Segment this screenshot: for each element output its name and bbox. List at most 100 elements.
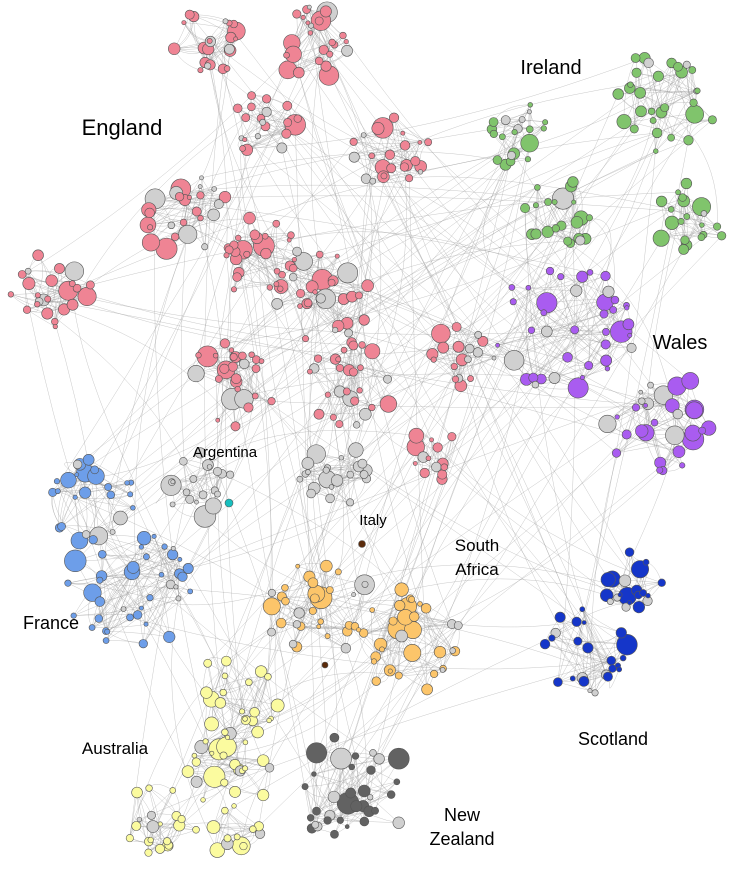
- node: [587, 688, 593, 694]
- node: [575, 235, 586, 246]
- node: [179, 457, 188, 466]
- node: [495, 342, 500, 348]
- node: [440, 463, 448, 471]
- edge: [340, 755, 356, 821]
- node: [145, 784, 153, 792]
- node: [146, 810, 156, 820]
- cluster-label: Scotland: [578, 729, 648, 749]
- edge: [298, 72, 432, 440]
- node: [616, 114, 632, 130]
- node: [194, 499, 199, 505]
- node: [647, 107, 656, 116]
- node: [261, 232, 269, 240]
- node: [606, 598, 614, 605]
- node: [22, 305, 32, 314]
- node: [600, 270, 611, 282]
- node: [332, 326, 339, 334]
- edge: [316, 359, 463, 753]
- node: [322, 466, 330, 474]
- node: [315, 250, 324, 259]
- node: [267, 588, 276, 597]
- edge: [557, 622, 585, 683]
- node: [610, 295, 620, 305]
- node: [341, 45, 353, 57]
- node: [717, 231, 727, 241]
- node: [387, 668, 393, 674]
- edge: [126, 482, 226, 677]
- node: [399, 162, 409, 172]
- edge: [171, 598, 218, 851]
- node: [664, 215, 680, 230]
- node: [267, 627, 276, 637]
- node: [139, 605, 144, 611]
- node: [688, 66, 697, 74]
- node: [292, 246, 302, 257]
- node: [508, 284, 516, 291]
- node: [207, 208, 220, 222]
- edge: [182, 256, 338, 577]
- node: [251, 725, 264, 739]
- node: [412, 461, 418, 466]
- node: [392, 816, 405, 829]
- edge: [224, 200, 684, 344]
- node: [296, 475, 304, 483]
- node: [196, 191, 205, 200]
- node: [600, 572, 616, 588]
- node: [557, 273, 565, 281]
- edge: [210, 41, 390, 156]
- node: [214, 375, 223, 383]
- node: [174, 192, 185, 202]
- edge: [224, 675, 246, 719]
- node: [534, 184, 541, 191]
- node: [96, 576, 104, 584]
- node: [45, 274, 58, 287]
- node: [34, 301, 41, 308]
- node: [249, 707, 260, 718]
- edge: [513, 153, 622, 332]
- edge: [108, 482, 134, 568]
- node: [239, 708, 245, 715]
- node: [677, 217, 685, 225]
- node: [283, 51, 290, 59]
- node: [233, 833, 241, 841]
- edge: [26, 132, 658, 310]
- node: [449, 647, 456, 654]
- edge: [589, 392, 641, 691]
- node: [615, 627, 627, 639]
- edge: [223, 291, 609, 693]
- node: [430, 669, 439, 678]
- edge: [576, 218, 612, 277]
- node: [219, 363, 230, 374]
- node: [554, 611, 566, 623]
- node: [346, 498, 355, 507]
- edge: [179, 196, 357, 451]
- node: [356, 627, 362, 633]
- edge: [347, 781, 398, 827]
- node: [319, 5, 332, 18]
- edge: [382, 167, 646, 406]
- edge: [318, 60, 527, 380]
- edge: [618, 72, 682, 95]
- node: [353, 421, 361, 429]
- node: [581, 620, 587, 625]
- node: [643, 403, 648, 408]
- node: [358, 341, 366, 349]
- node: [136, 816, 142, 823]
- node: [223, 65, 231, 72]
- edge: [389, 154, 589, 648]
- node: [229, 353, 238, 361]
- node: [346, 470, 355, 479]
- node: [199, 175, 204, 181]
- node: [144, 848, 153, 857]
- edge: [210, 41, 456, 380]
- node: [429, 437, 434, 443]
- node: [665, 425, 685, 445]
- node: [251, 392, 259, 400]
- node: [531, 380, 540, 389]
- node: [170, 232, 180, 241]
- node: [233, 36, 239, 42]
- node: [683, 213, 691, 220]
- edge: [204, 188, 215, 247]
- edge: [348, 132, 658, 626]
- edge: [274, 601, 286, 706]
